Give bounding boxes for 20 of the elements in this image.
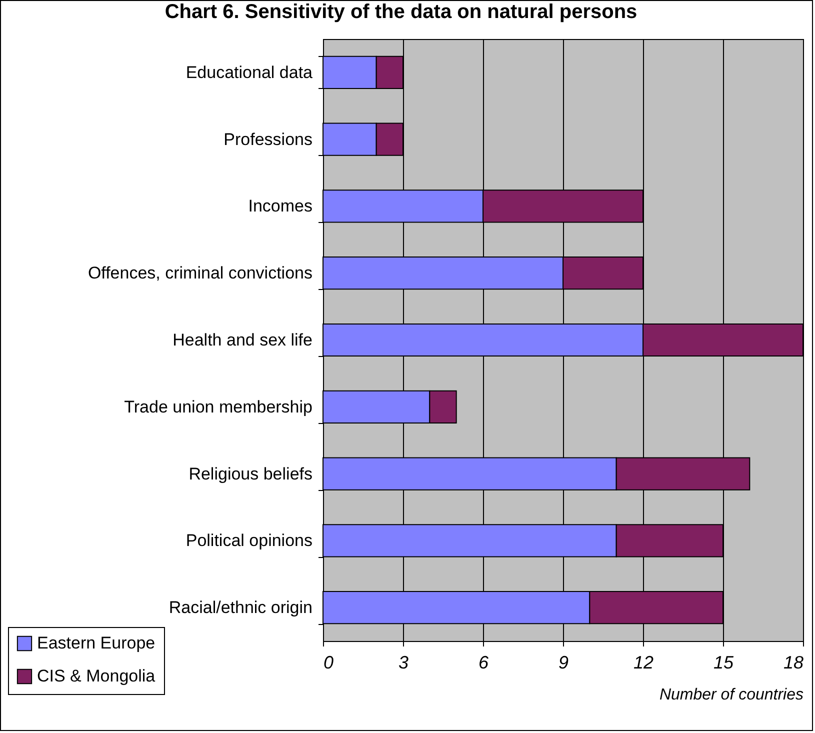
x-tick-label: 12 <box>633 652 654 672</box>
y-tick-label: Professions <box>224 130 312 149</box>
y-tick-label: Racial/ethnic origin <box>168 598 312 618</box>
x-tick-label: 15 <box>713 652 734 672</box>
y-tick-label: Political opinions <box>186 531 312 550</box>
y-tick-label: Offences, criminal convictions <box>88 264 312 283</box>
y-tick-label: Incomes <box>248 196 312 216</box>
x-tick-label: 3 <box>398 652 409 672</box>
y-tick-label: Trade union membership <box>124 397 312 416</box>
x-tick-label: 0 <box>324 652 334 672</box>
x-axis-title: Number of countries <box>659 686 804 704</box>
y-tick-label: Educational data <box>186 62 314 82</box>
chart-title: Chart 6. Sensitivity of the data on natural persons <box>164 1 638 23</box>
legend-label: CIS & Mongolia <box>37 666 156 686</box>
x-tick-label: 9 <box>558 652 569 672</box>
legend-label: Eastern Europe <box>37 634 156 652</box>
x-tick-label: 18 <box>783 652 804 672</box>
y-tick-label: Religious beliefs <box>188 464 312 484</box>
x-tick-label: 6 <box>478 652 490 672</box>
y-tick-label: Health and sex life <box>172 330 312 350</box>
